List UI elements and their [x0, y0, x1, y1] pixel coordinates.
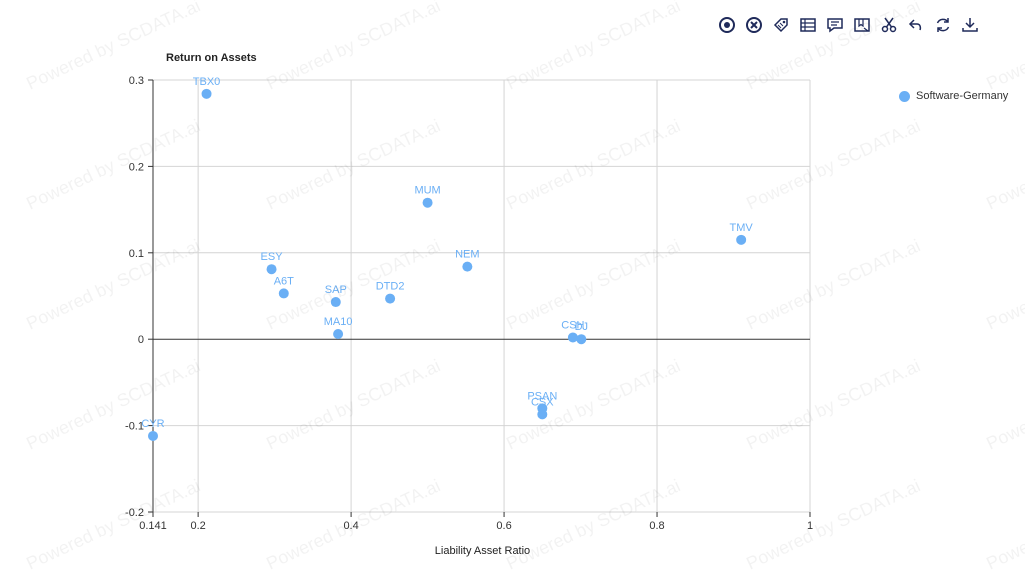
y-tick-label: 0.1 [129, 248, 144, 260]
data-label: CSX [531, 396, 554, 408]
data-label: PSAN [527, 390, 557, 402]
legend-item-software-germany[interactable]: Software-Germany [899, 90, 1008, 102]
data-label: MA10 [324, 316, 353, 328]
data-point [278, 288, 289, 299]
x-tick-label: 0.141 [139, 520, 167, 532]
data-label: DTD2 [376, 281, 405, 293]
data-label: MUM [414, 185, 440, 197]
target-icon[interactable] [716, 14, 738, 36]
data-point [333, 329, 344, 340]
data-point [736, 234, 747, 245]
x-tick-label: 0.2 [190, 520, 205, 532]
data-label: TMV [730, 222, 754, 234]
y-tick-label: 0 [138, 334, 144, 346]
x-tick-label: 0.8 [649, 520, 664, 532]
chart-toolbar [716, 14, 981, 38]
x-axis-title: Liability Asset Ratio [434, 545, 531, 557]
x-tick-label: 0.6 [496, 520, 511, 532]
data-label: A6T [274, 275, 294, 287]
data-point [330, 297, 341, 308]
data-label: CSH [561, 319, 584, 331]
y-tick-label: 0.2 [129, 161, 144, 173]
bookmark-icon[interactable] [851, 14, 873, 36]
data-label: NEM [455, 249, 479, 261]
data-label: CYR [141, 418, 164, 430]
clear-icon[interactable] [743, 14, 765, 36]
data-point [201, 88, 212, 99]
y-axis-title: Return on Assets [166, 52, 257, 64]
data-label: ESY [261, 251, 284, 263]
refresh-icon[interactable] [932, 14, 954, 36]
data-point [537, 409, 548, 420]
data-point [148, 430, 158, 441]
data-point [266, 264, 277, 275]
comment-icon[interactable] [824, 14, 846, 36]
x-tick-label: 1 [807, 520, 813, 532]
data-point [576, 334, 587, 345]
y-tick-label: -0.1 [125, 421, 144, 433]
undo-icon[interactable] [905, 14, 927, 36]
x-tick-label: 0.4 [343, 520, 358, 532]
tag-icon[interactable] [770, 14, 792, 36]
cut-icon[interactable] [878, 14, 900, 36]
y-tick-label: -0.2 [125, 507, 144, 519]
data-point [462, 261, 473, 272]
data-point [567, 332, 578, 343]
data-label: SAP [325, 284, 347, 296]
legend-label: Software-Germany [916, 90, 1009, 102]
table-icon[interactable] [797, 14, 819, 36]
axis-layer: 0.141 0.2 0.4 0.6 0.8 1 -0.2 -0.1 0 0.1 0.2 0.3 [125, 75, 813, 532]
data-label: DJ [575, 321, 588, 333]
legend-marker [899, 90, 910, 102]
y-tick-label: 0.3 [129, 75, 144, 87]
download-icon[interactable] [959, 14, 981, 36]
data-point [422, 197, 433, 208]
grid-layer [152, 79, 811, 513]
data-point [385, 293, 396, 304]
data-label: TBX0 [193, 76, 221, 88]
